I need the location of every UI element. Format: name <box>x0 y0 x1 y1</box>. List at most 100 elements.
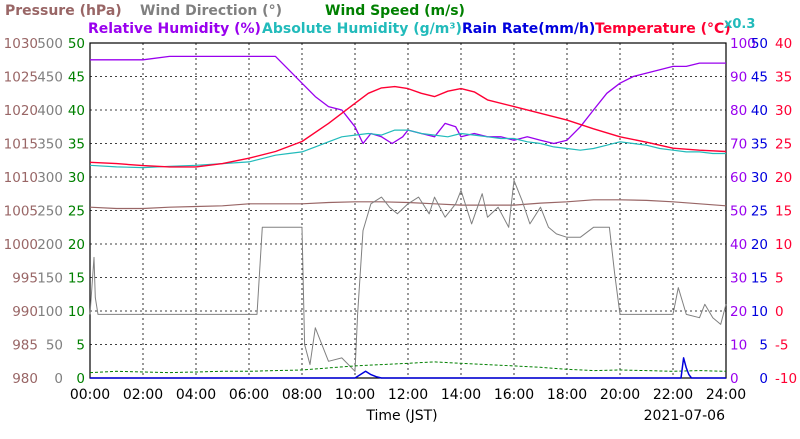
y-tick-label-wind-dir: 250 <box>37 204 63 220</box>
y-tick-label-rain-rate: 5 <box>759 338 768 354</box>
x-tick-label: 08:00 <box>282 387 322 403</box>
y-tick-label-pressure: 1015 <box>4 137 38 153</box>
x-tick-label: 16:00 <box>494 387 534 403</box>
y-tick-label-rain-rate: 40 <box>751 103 768 119</box>
y-tick-label-wind-dir: 350 <box>37 137 63 153</box>
axes: 1030102510201015101010051000995990985980… <box>4 36 797 403</box>
chart-date: 2021-07-06 <box>644 408 725 424</box>
x-tick-label: 10:00 <box>335 387 375 403</box>
legend-pressure: Pressure (hPa) <box>5 3 122 19</box>
y-tick-label-temperature: 20 <box>775 170 792 186</box>
y-tick-label-wind-dir: 400 <box>37 103 63 119</box>
y-tick-label-temperature: 30 <box>775 103 792 119</box>
y-tick-label-rel-humidity: 30 <box>730 271 747 287</box>
y-tick-label-rain-rate: 35 <box>751 137 768 153</box>
y-tick-label-temperature: -10 <box>775 371 797 387</box>
legend-wind-direction: Wind Direction (°) <box>140 3 282 19</box>
x-tick-label: 04:00 <box>176 387 216 403</box>
series-line-wind-dir <box>89 179 727 372</box>
x-tick-label: 00:00 <box>70 387 110 403</box>
y-tick-label-wind-speed: 30 <box>68 170 85 186</box>
y-tick-label-wind-dir: 200 <box>37 237 63 253</box>
y-tick-label-pressure: 1025 <box>4 70 38 86</box>
y-tick-label-temperature: -5 <box>775 338 788 354</box>
legend-absolute-humidity: Absolute Humidity (g/m³) <box>262 21 462 37</box>
series-line-abs-humidity <box>89 129 726 169</box>
y-tick-label-rel-humidity: 20 <box>730 304 747 320</box>
abs-humidity-factor-label: x0.3 <box>724 17 755 32</box>
y-tick-label-temperature: 40 <box>775 36 792 52</box>
y-tick-label-pressure: 1020 <box>4 103 38 119</box>
y-tick-label-rain-rate: 20 <box>751 237 768 253</box>
x-tick-label: 02:00 <box>123 387 163 403</box>
y-tick-label-rel-humidity: 0 <box>730 371 739 387</box>
chart-legend: Pressure (hPa) Wind Direction (°) Wind S… <box>5 3 755 37</box>
y-tick-label-wind-speed: 15 <box>68 271 85 287</box>
y-tick-label-temperature: 15 <box>775 204 792 220</box>
y-tick-label-pressure: 1005 <box>4 204 38 220</box>
y-tick-label-wind-dir: 100 <box>37 304 63 320</box>
y-tick-label-pressure: 985 <box>12 338 38 354</box>
y-tick-label-rain-rate: 15 <box>751 271 768 287</box>
x-tick-label: 22:00 <box>653 387 693 403</box>
y-tick-label-wind-dir: 0 <box>54 371 63 387</box>
y-tick-label-rain-rate: 0 <box>759 371 768 387</box>
y-tick-label-wind-speed: 45 <box>68 70 85 86</box>
y-tick-label-rel-humidity: 60 <box>730 170 747 186</box>
y-tick-label-temperature: 25 <box>775 137 792 153</box>
y-tick-label-pressure: 1010 <box>4 170 38 186</box>
grid-lines <box>89 42 727 379</box>
x-tick-label: 14:00 <box>441 387 481 403</box>
y-tick-label-wind-dir: 450 <box>37 70 63 86</box>
y-tick-label-pressure: 1030 <box>4 36 38 52</box>
y-tick-label-wind-speed: 10 <box>68 304 85 320</box>
y-tick-label-rel-humidity: 70 <box>730 137 747 153</box>
y-tick-label-wind-dir: 150 <box>37 271 63 287</box>
y-tick-label-temperature: 5 <box>775 271 784 287</box>
y-tick-label-rel-humidity: 10 <box>730 338 747 354</box>
x-tick-label: 20:00 <box>600 387 640 403</box>
y-tick-label-temperature: 0 <box>775 304 784 320</box>
y-tick-label-rain-rate: 45 <box>751 70 768 86</box>
y-tick-label-wind-speed: 35 <box>68 137 85 153</box>
x-tick-label: 12:00 <box>388 387 428 403</box>
y-tick-label-wind-dir: 300 <box>37 170 63 186</box>
y-tick-label-pressure: 995 <box>12 271 38 287</box>
series-line-temperature <box>89 85 727 168</box>
y-tick-label-rel-humidity: 80 <box>730 103 747 119</box>
y-tick-label-pressure: 980 <box>12 371 38 387</box>
legend-wind-speed: Wind Speed (m/s) <box>325 3 465 19</box>
series-line-rain-rate <box>90 357 726 379</box>
x-axis-label: Time (JST) <box>365 408 437 424</box>
y-tick-label-rain-rate: 30 <box>751 170 768 186</box>
y-tick-label-wind-speed: 25 <box>68 204 85 220</box>
y-tick-label-rel-humidity: 90 <box>730 70 747 86</box>
y-tick-label-rain-rate: 50 <box>751 36 768 52</box>
y-tick-label-wind-speed: 20 <box>68 237 85 253</box>
series-line-rel-humidity <box>90 55 726 145</box>
x-tick-label: 18:00 <box>547 387 587 403</box>
y-tick-label-rain-rate: 25 <box>751 204 768 220</box>
series-line-pressure <box>89 199 727 210</box>
y-tick-label-rel-humidity: 40 <box>730 237 747 253</box>
legend-temperature: Temperature (°C) <box>595 21 731 37</box>
legend-relative-humidity: Relative Humidity (%) <box>88 21 261 37</box>
y-tick-label-wind-speed: 50 <box>68 36 85 52</box>
y-tick-label-rel-humidity: 50 <box>730 204 747 220</box>
y-tick-label-wind-speed: 5 <box>76 338 85 354</box>
y-tick-label-wind-dir: 50 <box>46 338 63 354</box>
y-tick-label-rain-rate: 10 <box>751 304 768 320</box>
x-tick-label: 06:00 <box>229 387 269 403</box>
series-line-wind-speed <box>89 361 727 374</box>
y-tick-label-rel-humidity: 100 <box>730 36 756 52</box>
plot-area <box>89 55 727 379</box>
x-tick-label: 24:00 <box>706 387 746 403</box>
y-tick-label-temperature: 10 <box>775 237 792 253</box>
y-tick-label-wind-dir: 500 <box>37 36 63 52</box>
y-tick-label-wind-speed: 0 <box>76 371 85 387</box>
y-tick-label-pressure: 990 <box>12 304 38 320</box>
legend-rain-rate: Rain Rate(mm/h) <box>462 21 595 37</box>
y-tick-label-pressure: 1000 <box>4 237 38 253</box>
y-tick-label-temperature: 35 <box>775 70 792 86</box>
